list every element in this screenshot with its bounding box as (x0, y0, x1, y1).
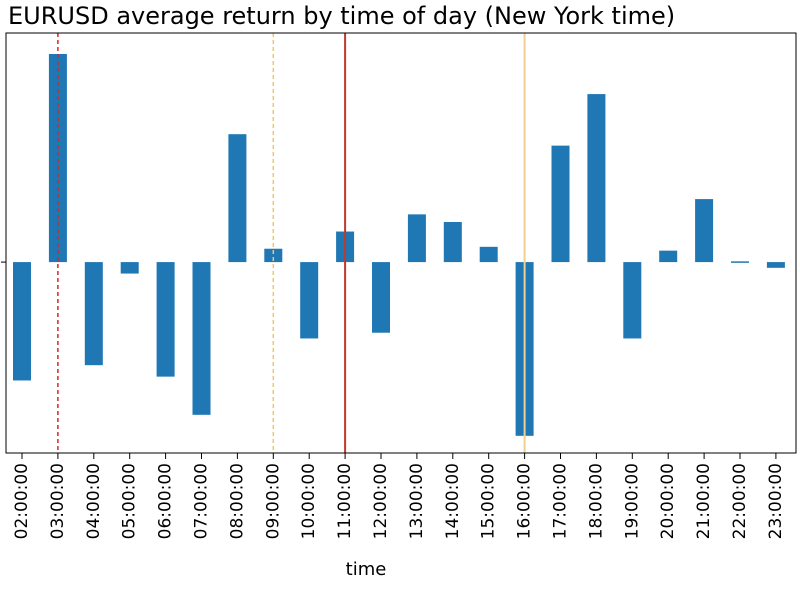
x-tick-label-20:00:00: 20:00:00 (658, 463, 678, 539)
bar-23:00:00 (766, 262, 785, 268)
plot-frame (5, 32, 797, 454)
x-tick-label-14:00:00: 14:00:00 (443, 463, 463, 539)
x-tick-label-11:00:00: 11:00:00 (335, 463, 355, 539)
x-tick-label-23:00:00: 23:00:00 (766, 463, 786, 539)
bar-10:00:00 (300, 262, 319, 339)
bars-layer (13, 54, 785, 436)
x-tick-label-09:00:00: 09:00:00 (263, 463, 283, 539)
bar-12:00:00 (372, 262, 390, 333)
bar-06:00:00 (156, 262, 175, 377)
x-tick-label-21:00:00: 21:00:00 (694, 463, 714, 539)
reference-lines-layer (57, 33, 526, 453)
bar-02:00:00 (13, 262, 31, 381)
x-tick-label-13:00:00: 13:00:00 (407, 463, 427, 539)
x-axis-label: time (346, 559, 387, 580)
x-tick-label-05:00:00: 05:00:00 (120, 463, 140, 539)
x-tick-label-19:00:00: 19:00:00 (622, 463, 642, 539)
bar-04:00:00 (84, 262, 103, 366)
x-tick-label-04:00:00: 04:00:00 (84, 463, 104, 539)
bar-19:00:00 (623, 262, 642, 339)
chart-title: EURUSD average return by time of day (Ne… (8, 2, 676, 30)
bar-15:00:00 (479, 246, 498, 263)
bar-09:00:00 (264, 248, 283, 263)
x-tick-label-17:00:00: 17:00:00 (551, 463, 571, 539)
bar-21:00:00 (695, 199, 714, 263)
x-tick-label-16:00:00: 16:00:00 (515, 463, 535, 539)
bar-13:00:00 (407, 214, 426, 263)
x-ticks-layer: 02:00:00 03:00:00 04:00:00 05:00:00 06:00:00… (1, 261, 786, 539)
x-tick-label-06:00:00: 06:00:00 (156, 463, 176, 539)
x-tick-label-10:00:00: 10:00:00 (299, 463, 319, 539)
bar-07:00:00 (192, 262, 211, 415)
x-tick-label-03:00:00: 03:00:00 (48, 463, 68, 539)
x-tick-label-15:00:00: 15:00:00 (479, 463, 499, 539)
bar-18:00:00 (587, 94, 606, 263)
bar-14:00:00 (443, 222, 462, 263)
x-tick-label-22:00:00: 22:00:00 (730, 463, 750, 539)
bar-22:00:00 (731, 261, 749, 263)
bar-17:00:00 (551, 145, 570, 263)
bar-03:00:00 (48, 54, 67, 263)
x-tick-label-02:00:00: 02:00:00 (12, 463, 32, 539)
x-tick-label-08:00:00: 08:00:00 (227, 463, 247, 539)
x-tick-label-18:00:00: 18:00:00 (586, 463, 606, 539)
x-tick-label-12:00:00: 12:00:00 (371, 463, 391, 539)
x-tick-label-07:00:00: 07:00:00 (192, 463, 212, 539)
bar-08:00:00 (228, 134, 247, 263)
bar-05:00:00 (120, 262, 139, 274)
bar-20:00:00 (659, 250, 678, 263)
